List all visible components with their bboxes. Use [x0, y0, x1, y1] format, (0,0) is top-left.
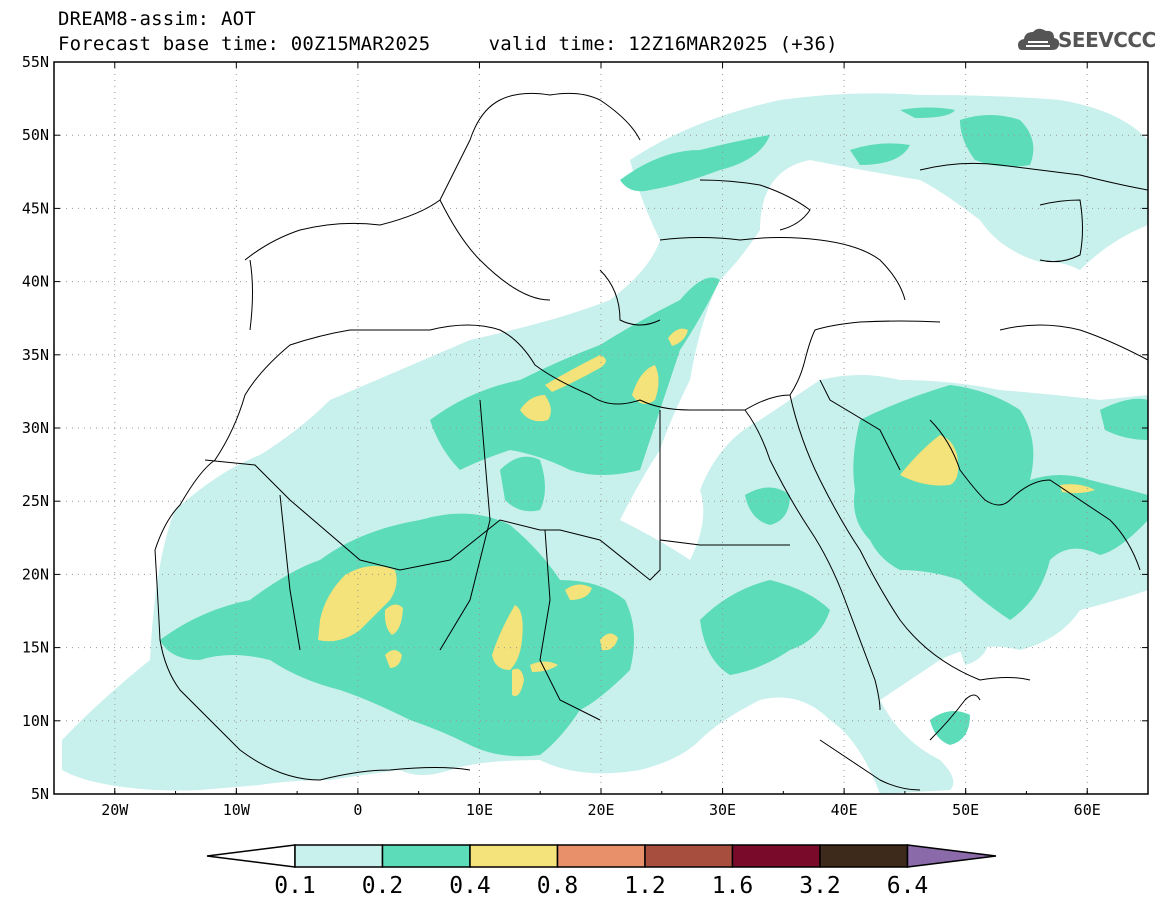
grid-lines: [54, 62, 1148, 794]
lat-label: 55N: [22, 53, 49, 71]
lon-label: 10E: [466, 801, 493, 819]
lon-label: 0: [353, 801, 362, 819]
lat-label: 35N: [22, 346, 49, 364]
lon-label: 20W: [101, 801, 129, 819]
lat-labels: 55N 50N 45N 40N 35N 30N 25N 20N 15N 10N 5N: [22, 53, 49, 803]
colorbar-under-arrow: [206, 844, 296, 868]
lat-label: 45N: [22, 199, 49, 217]
map-subtitle: Forecast base time: 00Z15MAR2025 valid t…: [58, 33, 838, 55]
colorbar-over-arrow: [906, 844, 997, 868]
colorbar-label: 0.8: [537, 873, 579, 899]
colorbar-box: [644, 844, 734, 868]
lon-label: 40E: [831, 801, 858, 819]
lon-label: 20E: [587, 801, 614, 819]
lon-label: 10W: [223, 801, 251, 819]
colorbar-label: 6.4: [887, 873, 929, 899]
lat-label: 50N: [22, 126, 49, 144]
coastlines: [154, 92, 1148, 791]
colorbar-box: [294, 844, 384, 868]
colorbar-label: 0.4: [449, 873, 491, 899]
axis-ticks: [53, 61, 1149, 795]
lat-label: 20N: [22, 565, 49, 583]
lat-label: 10N: [22, 712, 49, 730]
map-title: DREAM8-assim: AOT: [58, 8, 256, 30]
colorbar-label: 3.2: [799, 873, 841, 899]
colorbar-box: [469, 844, 559, 868]
colorbar-box: [731, 844, 821, 868]
lat-label: 15N: [22, 639, 49, 657]
cloud-logo-icon: [1018, 28, 1060, 50]
colorbar-box: [381, 844, 471, 868]
lon-label: 50E: [952, 801, 979, 819]
brand-name: SEEVCCC: [1058, 28, 1156, 52]
lat-label: 5N: [31, 785, 49, 803]
lon-labels: 20W 10W 0 10E 20E 30E 40E 50E 60E: [101, 801, 1101, 819]
colorbar: [206, 844, 997, 868]
lon-label: 60E: [1074, 801, 1101, 819]
colorbar-labels: 0.1 0.2 0.4 0.8 1.2 1.6 3.2 6.4: [274, 873, 928, 899]
colorbar-label: 0.2: [362, 873, 404, 899]
colorbar-label: 1.2: [624, 873, 666, 899]
colorbar-label: 0.1: [274, 873, 316, 899]
colorbar-box: [819, 844, 909, 868]
aot-fields: [54, 62, 1148, 794]
lat-label: 30N: [22, 419, 49, 437]
lat-label: 40N: [22, 273, 49, 291]
colorbar-box: [556, 844, 646, 868]
aot-level-0-4: [318, 328, 1095, 696]
colorbar-label: 1.6: [712, 873, 754, 899]
lat-label: 25N: [22, 492, 49, 510]
lon-label: 30E: [709, 801, 736, 819]
